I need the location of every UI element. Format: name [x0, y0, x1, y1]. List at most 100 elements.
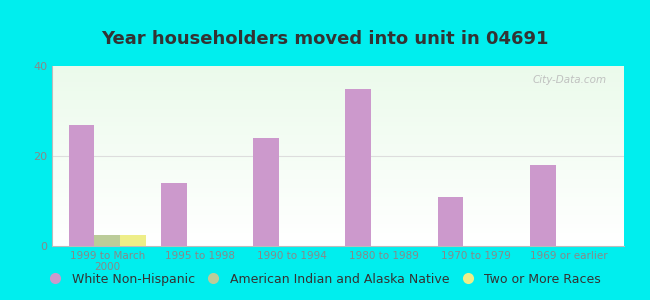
- Bar: [52, 228, 624, 230]
- Bar: [52, 239, 624, 241]
- Bar: [437, 196, 463, 246]
- Bar: [52, 165, 624, 167]
- Bar: [52, 182, 624, 184]
- Bar: [52, 100, 624, 102]
- Bar: [52, 225, 624, 227]
- Bar: [52, 224, 624, 225]
- Bar: [52, 178, 624, 180]
- Bar: [52, 219, 624, 221]
- Bar: [52, 151, 624, 152]
- Bar: [530, 165, 556, 246]
- Bar: [52, 84, 624, 86]
- Bar: [52, 168, 624, 169]
- Bar: [52, 122, 624, 124]
- Bar: [52, 208, 624, 210]
- Bar: [52, 169, 624, 170]
- Bar: [52, 173, 624, 175]
- Bar: [52, 179, 624, 181]
- Bar: [52, 133, 624, 134]
- Bar: [52, 213, 624, 214]
- Bar: [52, 229, 624, 231]
- Bar: [52, 206, 624, 207]
- Bar: [69, 124, 94, 246]
- Bar: [52, 166, 624, 168]
- Bar: [52, 227, 624, 229]
- Bar: [52, 232, 624, 234]
- Bar: [52, 108, 624, 110]
- Bar: [52, 214, 624, 215]
- Bar: [52, 95, 624, 97]
- Bar: [52, 68, 624, 70]
- Bar: [52, 170, 624, 172]
- Bar: [52, 75, 624, 77]
- Bar: [52, 199, 624, 201]
- Bar: [52, 70, 624, 71]
- Bar: [52, 110, 624, 112]
- Bar: [52, 190, 624, 192]
- Bar: [52, 237, 624, 239]
- Bar: [52, 135, 624, 137]
- Bar: [253, 138, 279, 246]
- Bar: [52, 242, 624, 243]
- Bar: [52, 144, 624, 146]
- Bar: [52, 232, 624, 233]
- Bar: [52, 152, 624, 154]
- Bar: [52, 72, 624, 74]
- Bar: [52, 177, 624, 178]
- Bar: [52, 180, 624, 182]
- Bar: [52, 193, 624, 195]
- Bar: [52, 141, 624, 142]
- Bar: [52, 85, 624, 87]
- Bar: [52, 76, 624, 78]
- Bar: [52, 184, 624, 186]
- Bar: [52, 124, 624, 126]
- Bar: [52, 161, 624, 163]
- Bar: [120, 235, 146, 246]
- Bar: [52, 147, 624, 149]
- Bar: [52, 204, 624, 206]
- Bar: [52, 146, 624, 148]
- Bar: [52, 198, 624, 200]
- Bar: [52, 148, 624, 150]
- Bar: [52, 240, 624, 242]
- Bar: [52, 194, 624, 196]
- Bar: [52, 87, 624, 88]
- Bar: [52, 154, 624, 156]
- Text: City-Data.com: City-Data.com: [533, 75, 607, 85]
- Bar: [52, 217, 624, 219]
- Bar: [52, 111, 624, 113]
- Bar: [52, 93, 624, 95]
- Bar: [52, 80, 624, 81]
- Bar: [52, 183, 624, 185]
- Bar: [52, 195, 624, 197]
- Bar: [52, 241, 624, 242]
- Bar: [52, 124, 624, 125]
- Bar: [52, 203, 624, 205]
- Bar: [52, 188, 624, 189]
- Bar: [52, 131, 624, 133]
- Bar: [52, 113, 624, 115]
- Bar: [52, 123, 624, 124]
- Bar: [161, 183, 187, 246]
- Bar: [52, 138, 624, 140]
- Bar: [52, 119, 624, 121]
- Bar: [52, 69, 624, 70]
- Bar: [52, 129, 624, 131]
- Bar: [52, 167, 624, 169]
- Bar: [52, 202, 624, 204]
- Bar: [52, 174, 624, 176]
- Bar: [52, 242, 624, 244]
- Bar: [52, 201, 624, 203]
- Bar: [52, 226, 624, 228]
- Bar: [52, 231, 624, 233]
- Bar: [52, 236, 624, 238]
- Bar: [52, 188, 624, 190]
- Bar: [52, 94, 624, 96]
- Bar: [52, 142, 624, 144]
- Bar: [52, 215, 624, 217]
- Bar: [52, 101, 624, 103]
- Bar: [52, 130, 624, 132]
- Bar: [345, 88, 371, 246]
- Bar: [52, 88, 624, 89]
- Bar: [52, 216, 624, 218]
